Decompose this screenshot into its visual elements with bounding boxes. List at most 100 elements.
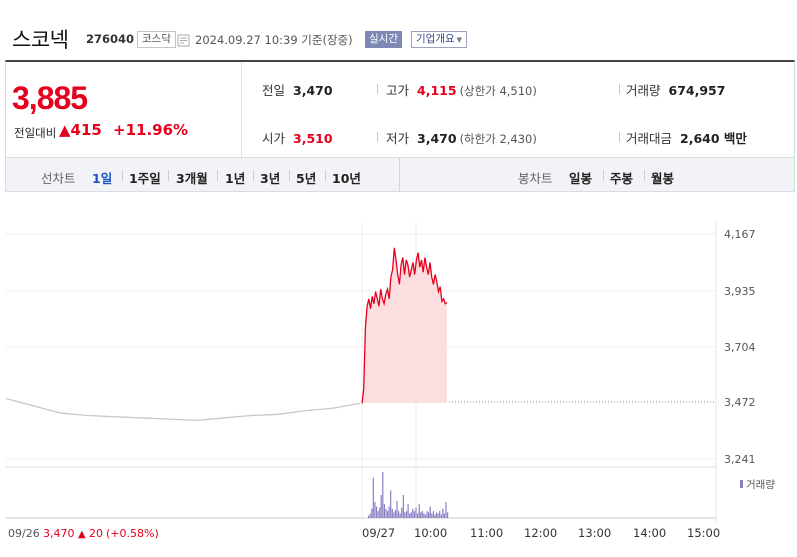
volume-bar [431, 513, 433, 518]
volume: 거래량 674,957 [626, 80, 725, 99]
volume-bar [371, 508, 373, 518]
volume-bar [423, 513, 425, 518]
volume-bar [415, 507, 417, 518]
volume-bar [442, 508, 444, 518]
stock-name: 스코넥 [12, 28, 69, 52]
volume-bar [424, 514, 427, 518]
volume-bar [409, 513, 411, 518]
quote-summary: 3,885 전일대비 ▲415 +11.96% 전일 3,470 고가 4,115(… [5, 60, 795, 157]
company-overview-button[interactable]: 기업개요 ▼ [411, 31, 468, 48]
today-series-line [361, 247, 448, 404]
tab-1day[interactable]: 1일 [92, 171, 113, 186]
volume-bar [382, 472, 384, 518]
x-tick-label: 12:00 [524, 526, 557, 540]
volume-bar [435, 512, 438, 519]
lower-limit: (하한가 2,430) [459, 132, 537, 146]
up-triangle-icon: ▲ [59, 121, 71, 139]
volume-legend-swatch [740, 480, 743, 488]
prev-close: 전일 3,470 [262, 80, 333, 99]
chevron-down-icon: ▼ [456, 36, 463, 44]
volume-bar [377, 511, 379, 518]
volume-bar [429, 506, 431, 518]
volume-bar [369, 513, 371, 518]
quote-datetime: 2024.09.27 10:39 기준(장중) [195, 33, 353, 47]
volume-bar [390, 490, 392, 518]
change-percent: +11.96% [113, 121, 189, 139]
volume-bar [437, 513, 439, 518]
volume-bar [407, 504, 409, 518]
prev-close-label: 전일 [262, 83, 286, 98]
x-tick-label: 09/27 [362, 526, 395, 540]
volume-bar [434, 514, 436, 518]
y-tick-label: 4,167 [724, 228, 756, 241]
volume-bar [380, 495, 382, 518]
prev-day-date: 09/26 [8, 527, 40, 540]
volume-bar [387, 511, 389, 518]
day-high: 고가 4,115 (상한가 4,510) [386, 80, 537, 99]
line-chart-label: 선차트 [41, 171, 76, 186]
volume-bar [383, 504, 385, 518]
y-tick-label: 3,704 [724, 341, 756, 354]
volume-bar [393, 512, 395, 519]
y-tick-label: 3,241 [724, 453, 756, 466]
prev-close-value: 3,470 [293, 83, 333, 98]
refresh-icon[interactable] [177, 34, 190, 47]
volume-bar [418, 504, 420, 518]
volume-bar [417, 513, 419, 518]
volume-bar [379, 507, 381, 518]
day-low-label: 저가 [386, 131, 410, 146]
volume-bar [445, 501, 447, 518]
day-low: 저가 3,470 (하한가 2,430) [386, 128, 537, 147]
volume-bar [428, 512, 430, 519]
volume-bar [412, 508, 414, 518]
tab-5years[interactable]: 5년 [296, 171, 317, 186]
amount-value: 2,640 백만 [680, 131, 747, 146]
volume-bar [391, 508, 393, 518]
volume-bar [399, 513, 401, 518]
chart-tabs: 선차트 1일 1주일 3개월 1년 3년 5년 10년 봉차트 일봉 주봉 월봉 [5, 157, 795, 192]
tab-10years[interactable]: 10년 [332, 171, 361, 186]
tab-3months[interactable]: 3개월 [176, 171, 208, 186]
current-price-cell: 3,885 전일대비 ▲415 +11.96% [6, 62, 242, 157]
tab-3years[interactable]: 3년 [260, 171, 281, 186]
tab-daily-candle[interactable]: 일봉 [569, 171, 593, 186]
stock-code: 276040 [86, 32, 135, 46]
day-high-label: 고가 [386, 83, 410, 98]
prev-day-up-icon: ▲ [78, 529, 86, 540]
volume-bar [440, 514, 442, 518]
market-badge: 코스닥 [137, 31, 176, 48]
today-series-fill [362, 247, 447, 404]
prev-day-change: 20 [89, 527, 103, 540]
price-chart[interactable]: 4,167 3,935 3,704 3,472 3,241 09/26 09/27 10:0… [0, 192, 797, 557]
open-label: 시가 [262, 131, 286, 146]
volume-bar [447, 512, 449, 519]
volume-bar [368, 515, 370, 518]
change-abs-value: 415 [70, 121, 102, 139]
volume-bar [396, 500, 398, 519]
company-overview-label: 기업개요 [416, 33, 455, 45]
amount-label: 거래대금 [626, 131, 673, 146]
tab-1year[interactable]: 1년 [225, 171, 246, 186]
prev-day-pct: (+0.58%) [106, 527, 159, 540]
volume-bar [385, 508, 387, 518]
volume-bar [413, 511, 415, 518]
upper-limit: (상한가 4,510) [459, 84, 537, 98]
x-tick-label: 11:00 [470, 526, 503, 540]
x-tick-label: 10:00 [414, 526, 447, 540]
tab-1week[interactable]: 1주일 [129, 171, 161, 186]
volume-label: 거래량 [626, 83, 661, 98]
volume-bar [421, 511, 423, 518]
volume-legend: 거래량 [746, 479, 775, 491]
price-chart-svg: 4,167 3,935 3,704 3,472 3,241 09/26 09/27 10:0… [5, 222, 775, 540]
current-price: 3,885 [12, 80, 88, 116]
volume-value: 674,957 [668, 83, 726, 98]
y-tick-label: 3,935 [724, 285, 756, 298]
day-low-value: 3,470 [417, 131, 457, 146]
header: 스코넥 276040 코스닥 2024.09.27 10:39 기준(장중) 실… [0, 0, 797, 60]
realtime-button[interactable]: 실시간 [365, 31, 402, 48]
tab-weekly-candle[interactable]: 주봉 [610, 171, 634, 186]
x-tick-label: 14:00 [633, 526, 666, 540]
prev-day-price: 3,470 [43, 527, 75, 540]
volume-bar [404, 512, 406, 519]
tab-monthly-candle[interactable]: 월봉 [651, 171, 675, 186]
